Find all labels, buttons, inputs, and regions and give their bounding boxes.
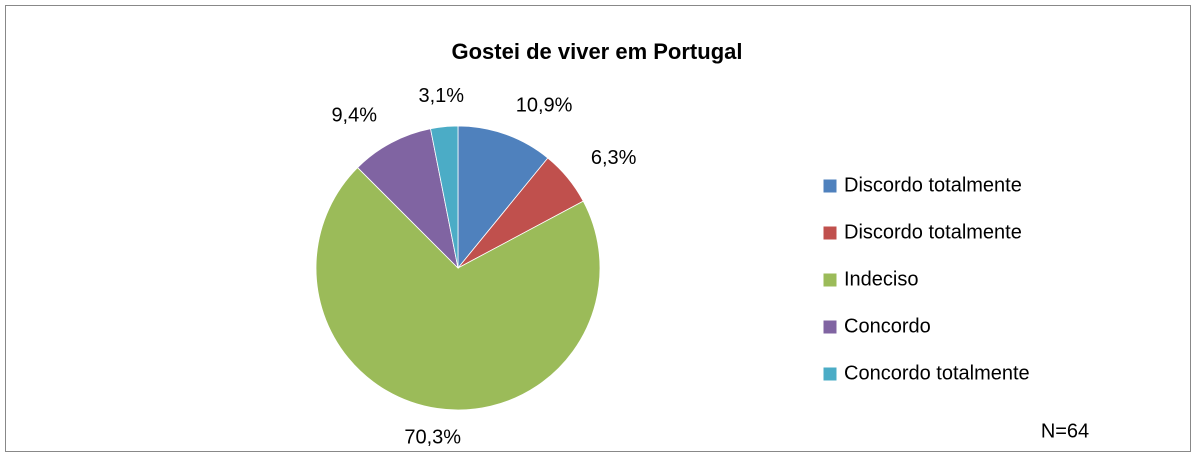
data-label: 3,1% bbox=[418, 85, 464, 107]
legend-label: Concordo bbox=[844, 315, 931, 337]
legend-swatch bbox=[822, 319, 838, 335]
data-label: 6,3% bbox=[591, 147, 637, 169]
chart-title: Gostei de viver em Portugal bbox=[452, 39, 743, 64]
data-label: 70,3% bbox=[404, 426, 461, 448]
chart-border bbox=[5, 5, 1191, 452]
pie-slice bbox=[430, 125, 459, 269]
legend-label: Concordo totalmente bbox=[844, 362, 1030, 384]
legend-swatch bbox=[822, 272, 838, 288]
pie-slice bbox=[357, 128, 459, 270]
legend-swatch bbox=[822, 366, 838, 382]
pie-slice bbox=[315, 167, 601, 411]
data-label: 9,4% bbox=[331, 105, 377, 127]
pie-slice bbox=[457, 125, 549, 270]
legend-swatch bbox=[822, 178, 838, 194]
legend-label: Indeciso bbox=[844, 268, 919, 290]
legend-label: Discordo totalmente bbox=[844, 221, 1022, 243]
annotation: N=64 bbox=[1041, 420, 1089, 442]
legend-label: Discordo totalmente bbox=[844, 174, 1022, 196]
data-label: 10,9% bbox=[516, 94, 573, 116]
legend-swatch bbox=[822, 225, 838, 241]
